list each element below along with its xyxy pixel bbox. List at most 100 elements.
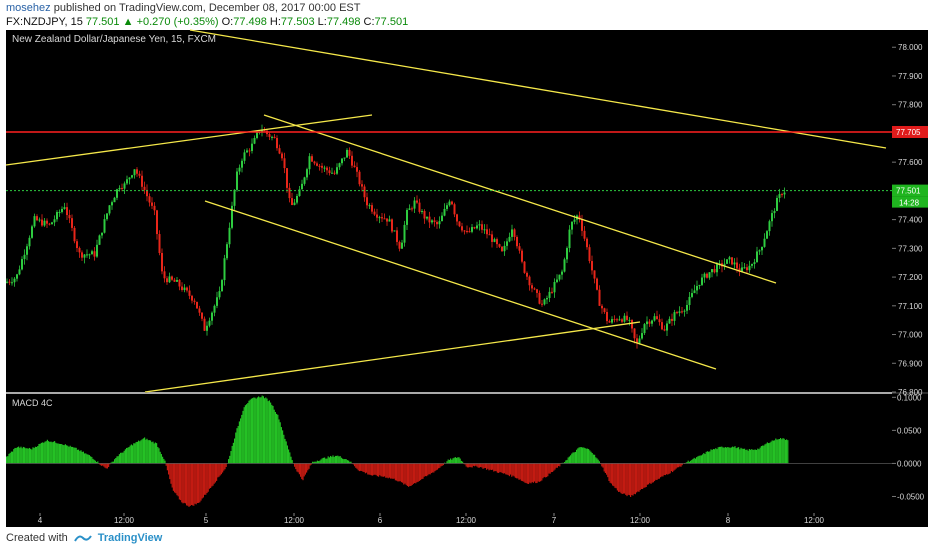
macd-bar	[728, 447, 730, 464]
candle-body	[553, 282, 556, 293]
macd-axis-label: 0.0000	[897, 459, 922, 468]
macd-bar	[333, 456, 335, 464]
macd-bar	[415, 463, 417, 484]
macd-bar	[735, 448, 737, 464]
price-axis[interactable]	[892, 30, 928, 513]
macd-bar	[243, 407, 245, 464]
macd-bar	[625, 463, 627, 495]
macd-bar	[14, 447, 16, 464]
macd-bar	[585, 448, 587, 464]
candle-body	[423, 211, 426, 219]
candle-body	[768, 221, 771, 232]
candle-body	[663, 329, 666, 331]
candle-body	[778, 194, 781, 198]
candle-body	[546, 297, 548, 300]
macd-bar	[498, 463, 500, 473]
macd-bar	[440, 463, 442, 467]
macd-bar	[153, 443, 155, 464]
macd-bar	[666, 463, 668, 475]
macd-bar	[172, 463, 174, 491]
macd-bar	[146, 438, 148, 464]
macd-bar	[439, 463, 441, 468]
macd-bar	[128, 447, 130, 464]
candle-body	[748, 265, 751, 271]
macd-bar	[21, 448, 23, 464]
macd-axis-label: 0.0500	[897, 426, 922, 435]
macd-bar	[193, 463, 195, 506]
high-value: 77.503	[280, 16, 315, 28]
macd-bar	[555, 463, 557, 468]
macd-bar	[10, 451, 12, 464]
macd-bar	[138, 440, 140, 464]
author-name[interactable]: mosehez	[6, 2, 51, 14]
macd-bar	[573, 452, 575, 464]
macd-bar	[51, 442, 53, 464]
macd-bar	[361, 463, 363, 472]
candle-body	[121, 187, 123, 189]
macd-bar	[657, 463, 659, 479]
macd-bar	[704, 454, 706, 464]
price-axis-label: 78.000	[898, 43, 923, 52]
macd-bar	[265, 397, 267, 464]
candle-body	[183, 287, 186, 291]
macd-bar	[646, 463, 648, 485]
macd-bar	[522, 463, 524, 482]
candle-body	[771, 213, 773, 222]
price-chart-panel[interactable]	[6, 30, 892, 392]
candle-body	[316, 163, 318, 166]
candle-body	[156, 210, 158, 235]
macd-bar	[459, 458, 461, 464]
macd-bar	[466, 463, 468, 468]
trendline-upper-rising	[5, 114, 373, 166]
time-axis[interactable]	[6, 513, 928, 527]
candle-body	[343, 157, 346, 159]
macd-bar	[642, 463, 644, 490]
macd-bar	[457, 457, 459, 464]
macd-bar	[58, 443, 60, 464]
macd-bar	[559, 463, 561, 467]
macd-bar	[376, 463, 378, 477]
candle-body	[548, 291, 551, 298]
macd-bar	[238, 421, 240, 464]
macd-bar	[314, 461, 316, 464]
macd-bar	[72, 446, 74, 464]
candle-body	[551, 291, 553, 293]
macd-bar	[346, 460, 348, 464]
macd-bar	[398, 463, 400, 482]
candle-body	[373, 211, 376, 215]
macd-bar	[111, 461, 113, 464]
candle-body	[361, 184, 363, 187]
macd-bar	[112, 461, 114, 464]
macd-axis-label: 0.1000	[897, 393, 922, 402]
candle-body	[238, 167, 241, 172]
macd-bar	[300, 463, 302, 477]
macd-bar	[394, 463, 396, 481]
macd-bar	[175, 463, 177, 494]
candle-body	[58, 211, 61, 213]
macd-bar	[655, 463, 657, 480]
macd-bar	[37, 445, 39, 464]
macd-bar	[626, 463, 628, 497]
macd-bar	[694, 458, 696, 464]
time-axis-label: 7	[552, 516, 557, 525]
candle-body	[153, 205, 156, 211]
macd-bar	[304, 463, 306, 475]
candle-body	[776, 197, 778, 211]
macd-bar	[15, 448, 17, 464]
macd-bar	[12, 451, 14, 464]
tradingview-brand[interactable]: TradingView	[97, 532, 163, 544]
candle-body	[581, 219, 583, 231]
macd-bar	[190, 463, 192, 505]
macd-bar	[100, 463, 102, 466]
macd-bar	[106, 463, 108, 469]
macd-bar	[512, 463, 514, 476]
candle-body	[203, 318, 206, 331]
macd-bar	[295, 463, 297, 470]
macd-bar	[64, 444, 66, 464]
macd-bar	[525, 463, 527, 484]
macd-bar	[703, 453, 705, 464]
macd-bar	[616, 463, 618, 491]
candle-body	[26, 246, 28, 255]
macd-bar	[620, 463, 622, 494]
